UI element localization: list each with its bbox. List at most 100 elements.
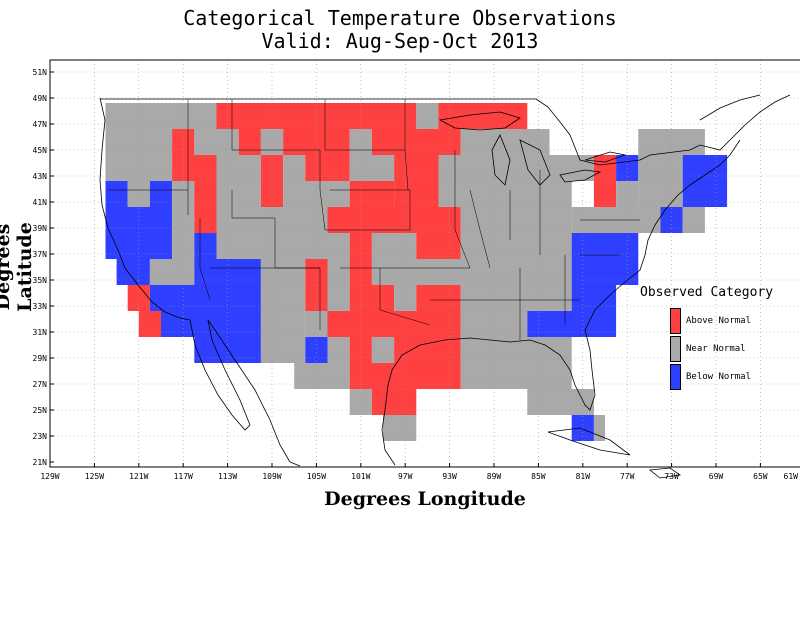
cell-near-normal — [216, 181, 261, 207]
x-tick-label: 81W — [576, 472, 591, 481]
cell-near-normal — [127, 181, 150, 207]
x-tick-label: 113W — [218, 472, 237, 481]
cell-near-normal — [371, 233, 417, 259]
x-tick-label: 105W — [307, 472, 326, 481]
x-tick-label: 77W — [620, 472, 635, 481]
cell-near-normal — [283, 155, 306, 181]
y-tick-label: 25N — [33, 406, 48, 415]
y-tick-label: 41N — [33, 198, 48, 207]
legend-swatch-below — [670, 364, 681, 390]
cell-below-normal — [149, 181, 173, 207]
cell-below-normal — [105, 181, 128, 207]
cell-near-normal — [216, 155, 261, 181]
x-tick-label: 73W — [664, 472, 679, 481]
x-tick-label: 89W — [487, 472, 502, 481]
mexico-mainland-west — [207, 319, 291, 463]
y-tick-label: 39N — [33, 224, 48, 233]
y-tick-labels: 51N 49N 47N 45N 43N 41N 39N 37N 35N 33N 31N 29N 27N 2… — [33, 68, 54, 467]
cell-above-normal — [349, 181, 395, 207]
cell-near-normal — [593, 415, 605, 441]
cell-near-normal — [638, 129, 705, 155]
great-lakes — [438, 111, 627, 186]
cell-below-normal — [194, 233, 217, 259]
cell-near-normal — [194, 129, 239, 155]
x-tick-label: 97W — [398, 472, 413, 481]
chart-title: Categorical Temperature Observations — [183, 6, 617, 30]
cell-below-normal — [571, 259, 639, 285]
cell-near-normal — [383, 415, 417, 441]
cell-below-normal — [527, 311, 617, 337]
x-tick-label: 69W — [709, 472, 724, 481]
cell-above-normal — [394, 337, 461, 363]
canada-east-coast — [699, 94, 791, 141]
state-boundaries — [108, 99, 640, 340]
cell-below-normal — [149, 285, 261, 311]
legend-label-above: Above Normal — [686, 316, 752, 326]
cell-above-normal — [416, 285, 461, 311]
y-tick-label: 37N — [33, 250, 48, 259]
cell-near-normal — [460, 129, 550, 155]
cell-near-normal — [460, 207, 572, 233]
x-tick-label: 93W — [442, 472, 457, 481]
cell-above-normal — [438, 233, 461, 259]
y-tick-label: 51N — [33, 68, 48, 77]
y-tick-label: 33N — [33, 302, 48, 311]
y-tick-label: 21N — [33, 458, 48, 467]
cell-near-normal — [394, 285, 417, 311]
cell-near-normal — [294, 363, 350, 389]
cell-near-normal — [149, 259, 195, 285]
cell-above-normal — [349, 337, 372, 363]
cell-above-normal — [349, 233, 372, 259]
y-tick-label: 49N — [33, 94, 48, 103]
cell-above-normal — [416, 233, 439, 259]
cell-near-normal — [527, 389, 550, 415]
cell-near-normal — [616, 181, 639, 207]
cell-near-normal — [349, 155, 395, 181]
cell-above-normal — [305, 155, 350, 181]
cell-above-normal — [283, 129, 350, 155]
x-tick-label: 109W — [262, 472, 281, 481]
cell-near-normal — [260, 285, 306, 311]
cell-above-normal — [327, 311, 461, 337]
basemap-outlines — [99, 94, 791, 479]
cell-near-normal — [216, 233, 350, 259]
cuba — [547, 427, 631, 456]
y-tick-label: 31N — [33, 328, 48, 337]
west-coast — [99, 97, 191, 321]
cell-near-normal — [460, 285, 572, 311]
cell-near-normal — [105, 129, 173, 155]
x-tick-label: 117W — [174, 472, 193, 481]
cell-near-normal — [327, 285, 350, 311]
y-tick-label: 35N — [33, 276, 48, 285]
cell-below-normal — [194, 337, 261, 363]
cell-near-normal — [260, 259, 306, 285]
cell-near-normal — [460, 233, 572, 259]
x-tick-label: 125W — [85, 472, 104, 481]
cell-near-normal — [349, 129, 372, 155]
cell-above-normal — [593, 181, 617, 207]
x-tick-label: 121W — [129, 472, 148, 481]
y-tick-label: 23N — [33, 432, 48, 441]
cell-below-normal — [571, 233, 639, 259]
cell-near-normal — [460, 363, 572, 389]
x-tick-label: 129W — [40, 472, 59, 481]
cell-above-normal — [394, 155, 439, 181]
cell-above-normal — [138, 311, 161, 337]
cell-above-normal — [172, 155, 217, 181]
cell-near-normal — [172, 233, 195, 259]
y-tick-label: 43N — [33, 172, 48, 181]
cell-above-normal — [260, 181, 284, 207]
y-axis-label: Degrees Latitude — [0, 222, 36, 312]
mexico-gulf-coast — [289, 409, 396, 467]
chart-subtitle: Valid: Aug-Sep-Oct 2013 — [261, 29, 539, 53]
cell-near-normal — [349, 389, 372, 415]
y-tick-label: 47N — [33, 120, 48, 129]
legend-title: Observed Category — [640, 285, 774, 300]
cell-below-normal — [571, 285, 617, 311]
cell-near-normal — [172, 181, 195, 207]
us-canada-border — [100, 98, 731, 166]
x-axis-label: Degrees Longitude — [324, 488, 526, 510]
x-tick-label: 65W — [753, 472, 768, 481]
cell-near-normal — [260, 129, 284, 155]
